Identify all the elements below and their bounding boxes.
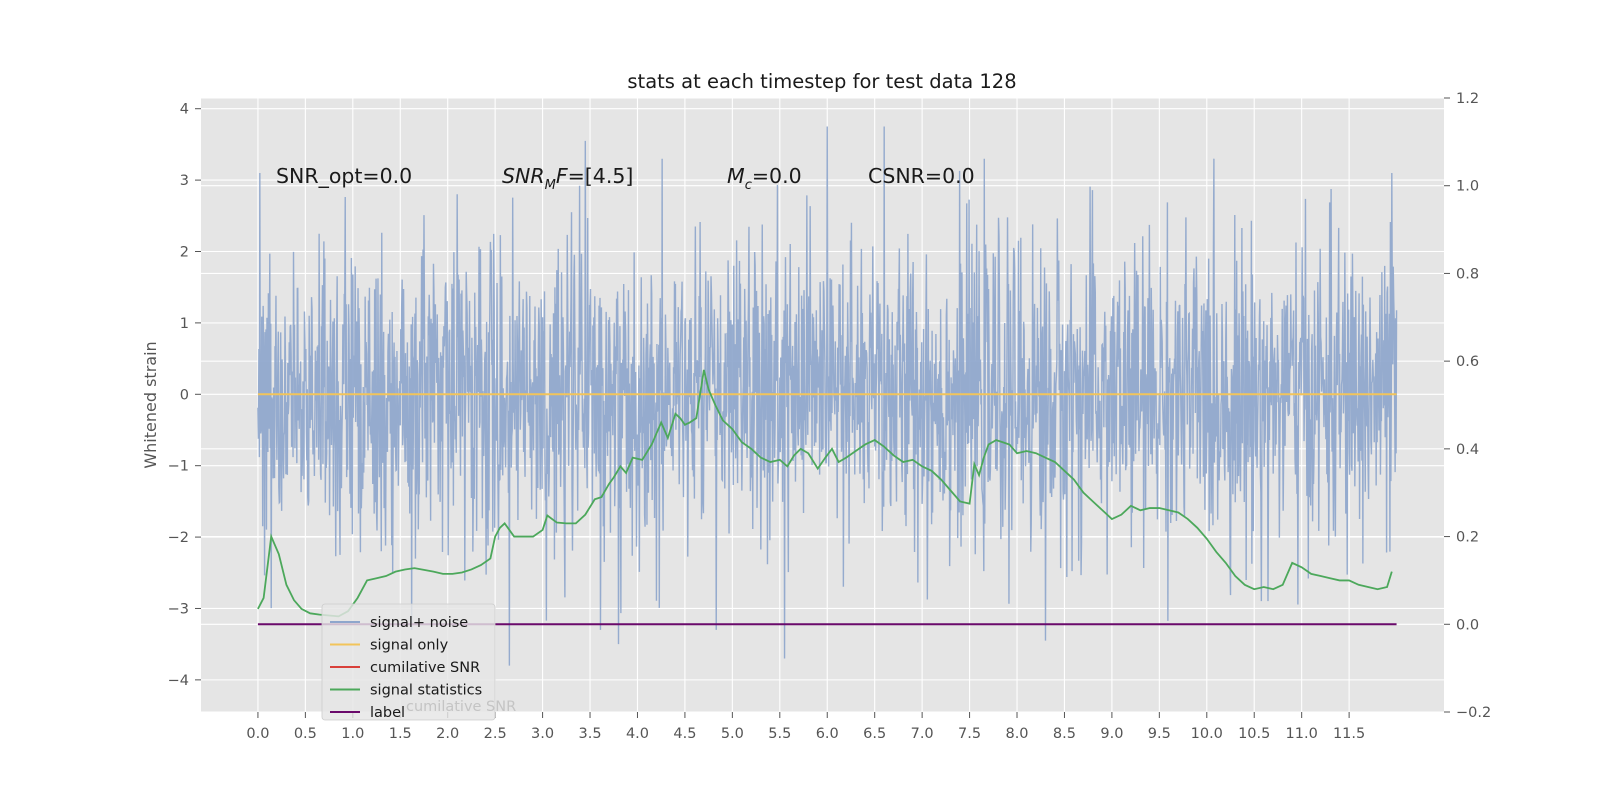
legend-label: label [370,705,405,721]
annotation-snr-opt: SNR_opt=0.0 [276,164,412,189]
y-tick-label-right: 0.2 [1456,530,1479,546]
y-tick-label-right: 0.0 [1456,617,1479,633]
x-tick-label: 7.0 [911,726,934,742]
y-axis-left: −4 −3 −2 −1 0 1 2 3 4 [168,102,201,689]
y-tick-label-left: 1 [180,316,189,332]
x-tick-label: 3.5 [578,726,601,742]
signal-noise-line [257,126,1398,666]
noise-series [257,126,1398,666]
x-tick-label: 2.0 [436,726,459,742]
x-tick-label: 1.5 [389,726,412,742]
x-tick-label: 1.0 [341,726,364,742]
x-tick-label: 3.0 [531,726,554,742]
annotation-csnr: CSNR=0.0 [868,164,975,188]
legend-label: signal statistics [370,683,482,699]
y-tick-label-left: −4 [168,673,189,689]
legend-overlap-text: cumilative SNR [406,699,516,715]
annotation-mc: Mc=0.0 [727,164,802,193]
legend-box [321,603,496,721]
y-axis-right: −0.2 0.0 0.2 0.4 0.6 0.8 1.0 1.2 [1444,91,1491,721]
x-tick-label: 8.5 [1053,726,1076,742]
x-tick-label: 9.0 [1100,726,1123,742]
y-tick-label-right: 0.8 [1456,266,1479,282]
annotations: SNR_opt=0.0 SNRMF=[4.5] Mc=0.0 CSNR=0.0 [276,164,975,193]
x-tick-label: 4.0 [626,726,649,742]
legend-label: cumilative SNR [370,660,480,676]
legend-label: signal only [370,638,449,654]
chart-title: stats at each timestep for test data 128 [627,70,1016,93]
legend-label: signal+ noise [370,615,468,631]
x-tick-label: 7.5 [958,726,981,742]
y-tick-label-right: 0.6 [1456,354,1479,370]
x-tick-label: 4.5 [673,726,696,742]
signal-statistics-line [257,369,1393,618]
y-tick-label-left: 0 [180,387,189,403]
y-tick-label-right: 0.4 [1456,442,1479,458]
x-tick-label: 6.5 [863,726,886,742]
x-tick-label: 6.0 [816,726,839,742]
y-tick-label-left: −2 [168,530,189,546]
y-axis-label: Whitened strain [141,341,160,468]
y-tick-label-left: −3 [168,601,189,617]
x-tick-label: 0.0 [246,726,269,742]
y-tick-label-left: −1 [168,459,189,475]
y-tick-label-left: 3 [180,173,189,189]
x-tick-label: 8.0 [1005,726,1028,742]
x-tick-label: 0.5 [294,726,317,742]
y-tick-label-right: 1.2 [1456,91,1479,107]
x-tick-label: 11.5 [1333,726,1365,742]
x-tick-label: 11.0 [1286,726,1318,742]
y-tick-label-right: 1.0 [1456,179,1479,195]
x-tick-label: 9.5 [1148,726,1171,742]
x-tick-label: 2.5 [484,726,507,742]
y-tick-label-left: 2 [180,245,189,261]
x-tick-label: 5.5 [768,726,791,742]
legend: cumilative SNR signal+ noise signal only c… [321,603,516,721]
x-tick-label: 10.0 [1191,726,1223,742]
x-tick-label: 5.0 [721,726,744,742]
x-axis: 0.0 0.5 1.0 1.5 2.0 2.5 3.0 3.5 4.0 4.5 5.0 5.5 6.0 6… [246,712,1365,742]
y-tick-label-right: −0.2 [1456,705,1491,721]
x-tick-label: 10.5 [1238,726,1270,742]
y-tick-label-left: 4 [180,102,189,118]
annotation-snr-mf: SNRMF=[4.5] [502,164,633,193]
